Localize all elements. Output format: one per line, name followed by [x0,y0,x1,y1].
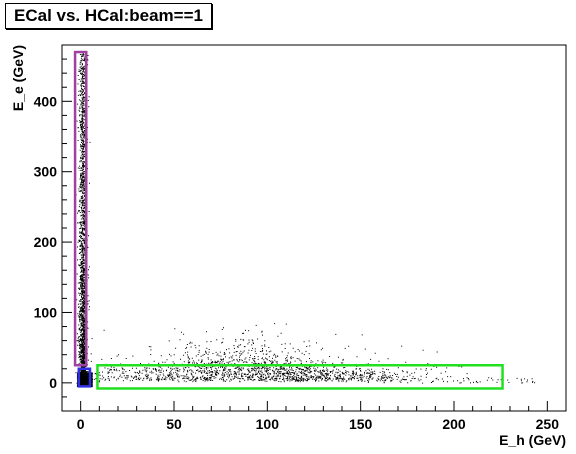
y-tick-label: 100 [34,304,58,320]
y-tick-label: 0 [49,375,57,391]
x-tick-label: 0 [77,416,85,432]
selection-regions [73,50,504,390]
x-tick-label: 100 [256,416,280,432]
point-cloud [75,52,536,388]
x-tick-label: 50 [166,416,182,432]
y-tick-label: 300 [34,164,58,180]
selection-box-1 [73,50,88,367]
y-tick-label: 200 [34,234,58,250]
chart-title: ECal vs. HCal:beam==1 [5,3,212,29]
y-axis-title: E_e (GeV) [10,45,26,111]
x-tick-label: 250 [536,416,560,432]
x-tick-label: 150 [349,416,373,432]
selection-box-3 [96,364,504,390]
plot-frame [61,44,567,412]
x-axis-title: E_h (GeV) [499,432,566,448]
y-axis: 0 100 200 300 400 [34,44,72,412]
selection-box-2 [77,367,92,388]
scatter-points [75,52,536,388]
x-axis: 0 50 100 150 200 250 [61,401,567,432]
x-tick-label: 200 [442,416,466,432]
y-tick-label: 400 [34,93,58,109]
